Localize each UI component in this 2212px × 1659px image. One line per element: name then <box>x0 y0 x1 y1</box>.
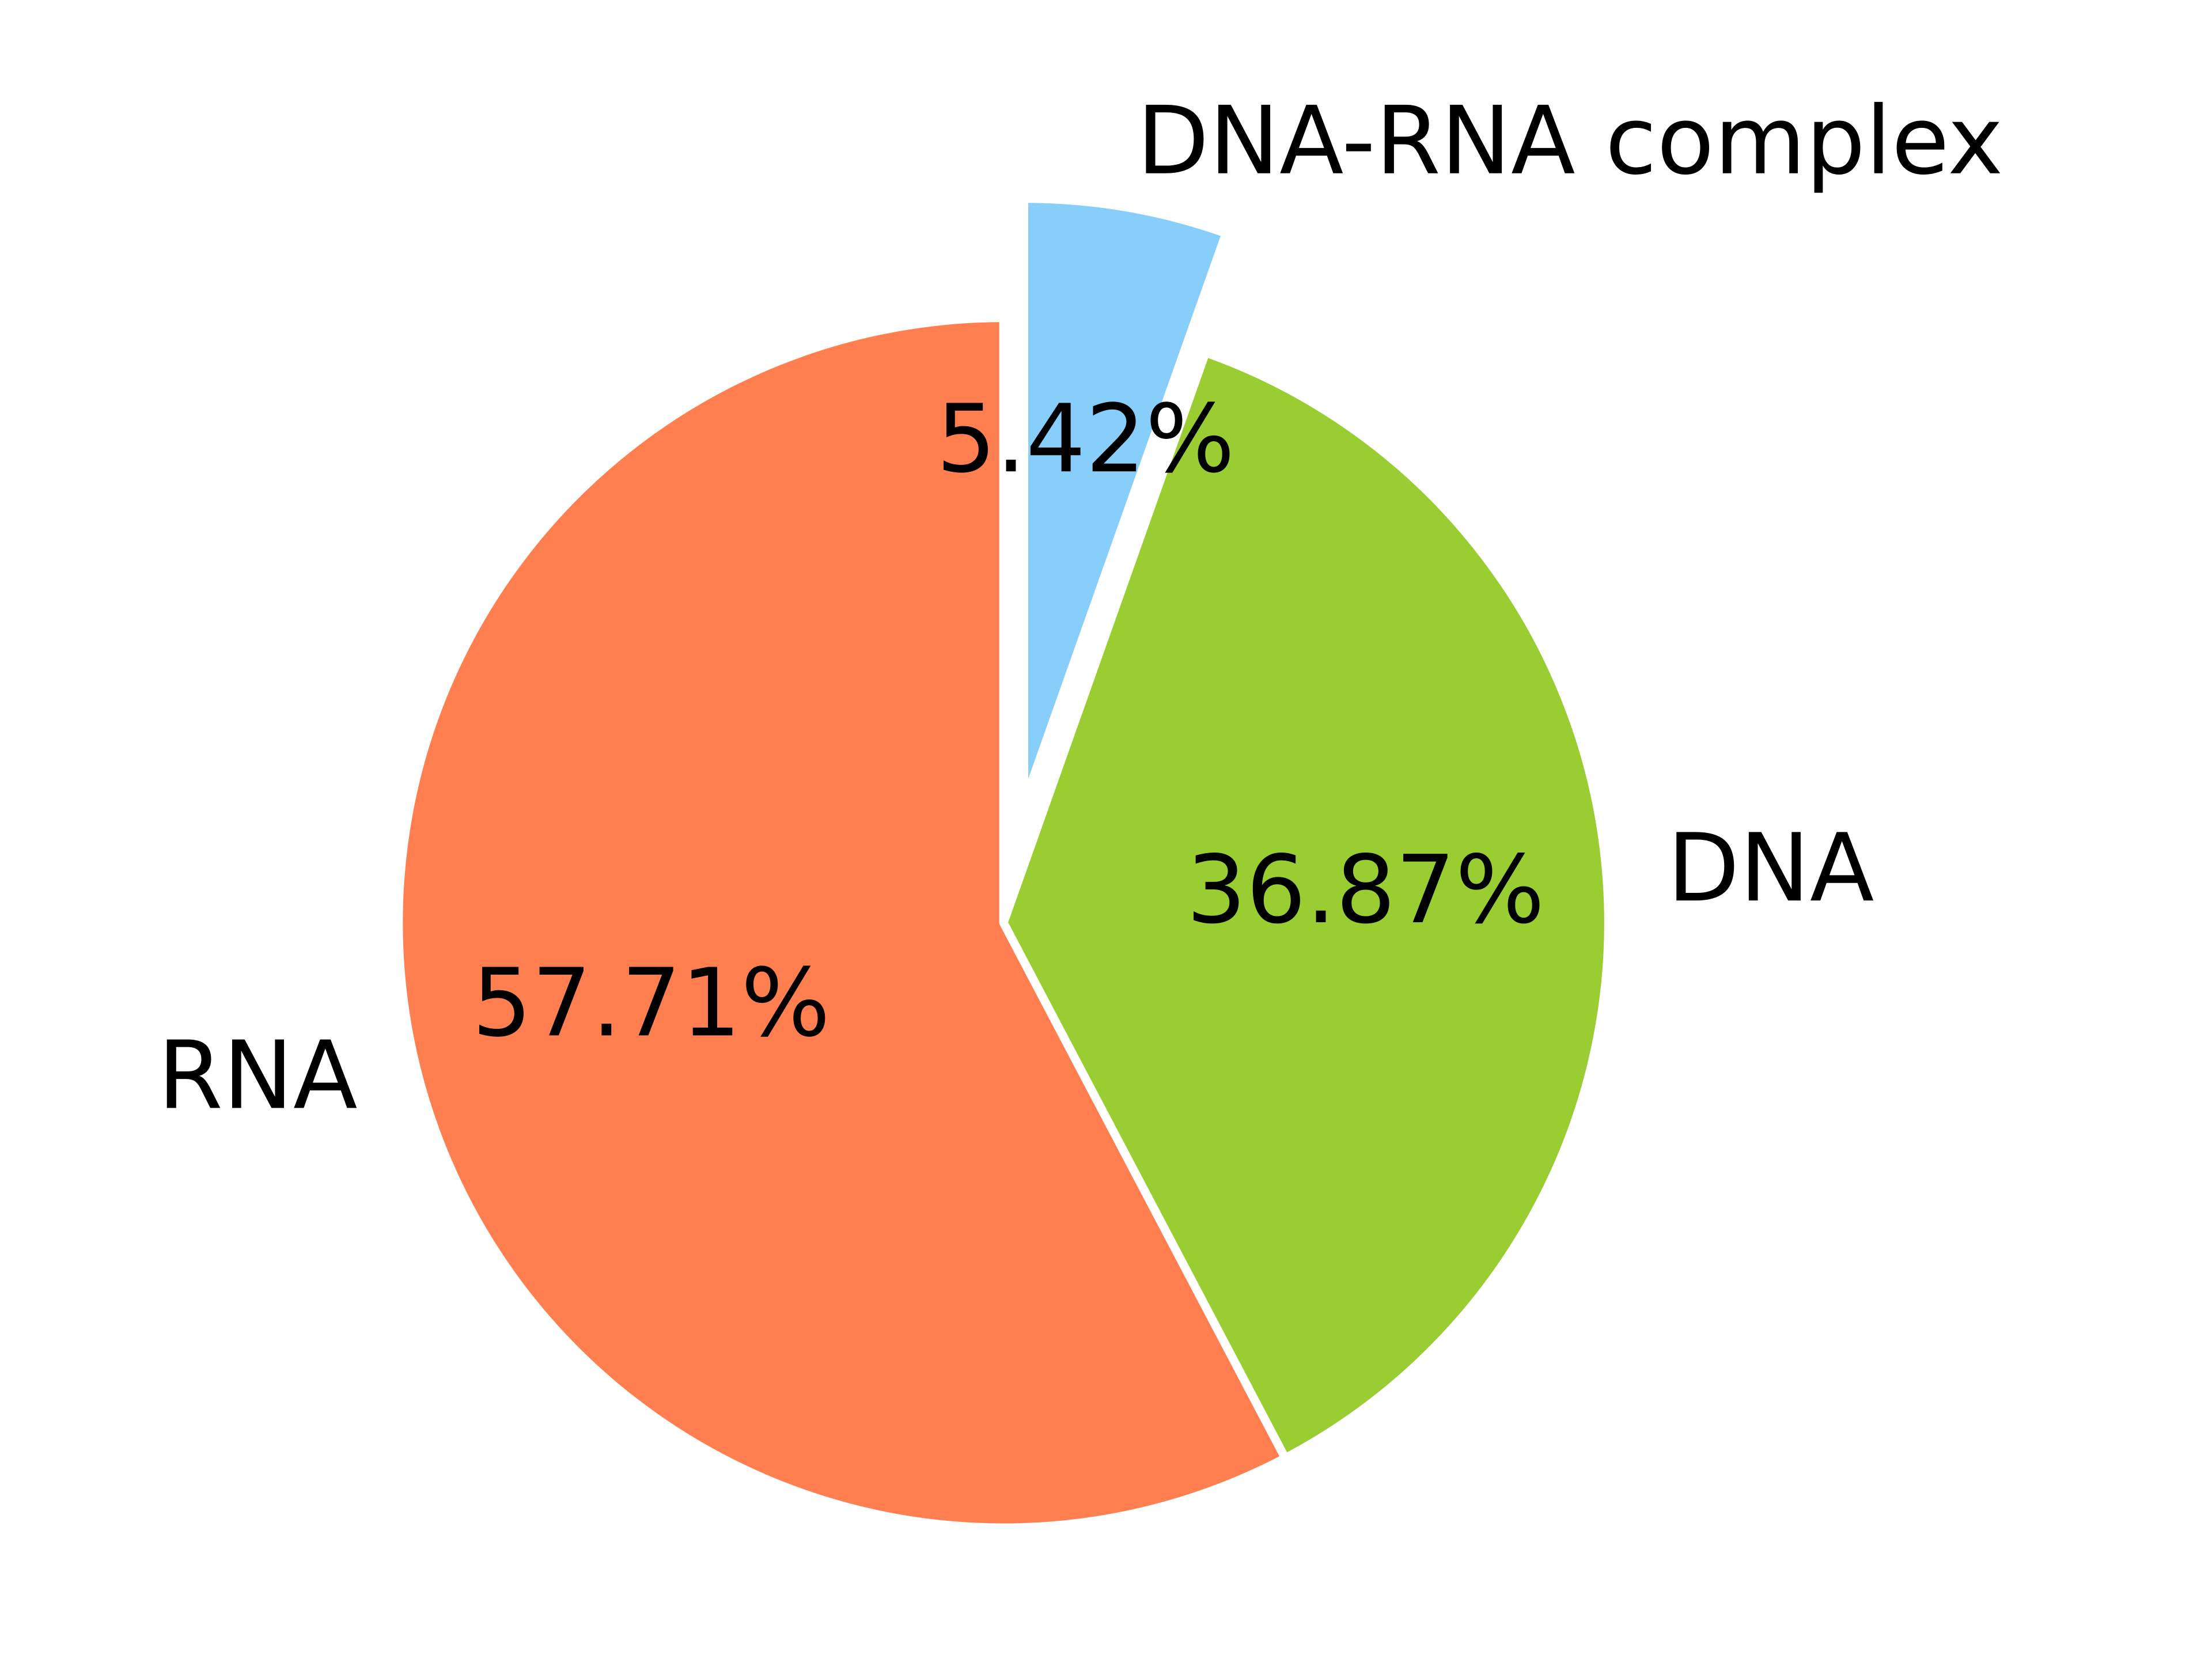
pie-slice <box>394 313 1290 1532</box>
value-label: 57.71% <box>472 949 830 1058</box>
slice-label: DNA-RNA complex <box>1137 87 2003 196</box>
pie-slice <box>999 348 1613 1463</box>
value-label: 36.87% <box>1187 836 1545 945</box>
slice-label: RNA <box>158 1021 358 1130</box>
value-label: 5.42% <box>936 385 1234 494</box>
pie-slice <box>1020 194 1230 808</box>
slice-label: DNA <box>1667 814 1874 923</box>
